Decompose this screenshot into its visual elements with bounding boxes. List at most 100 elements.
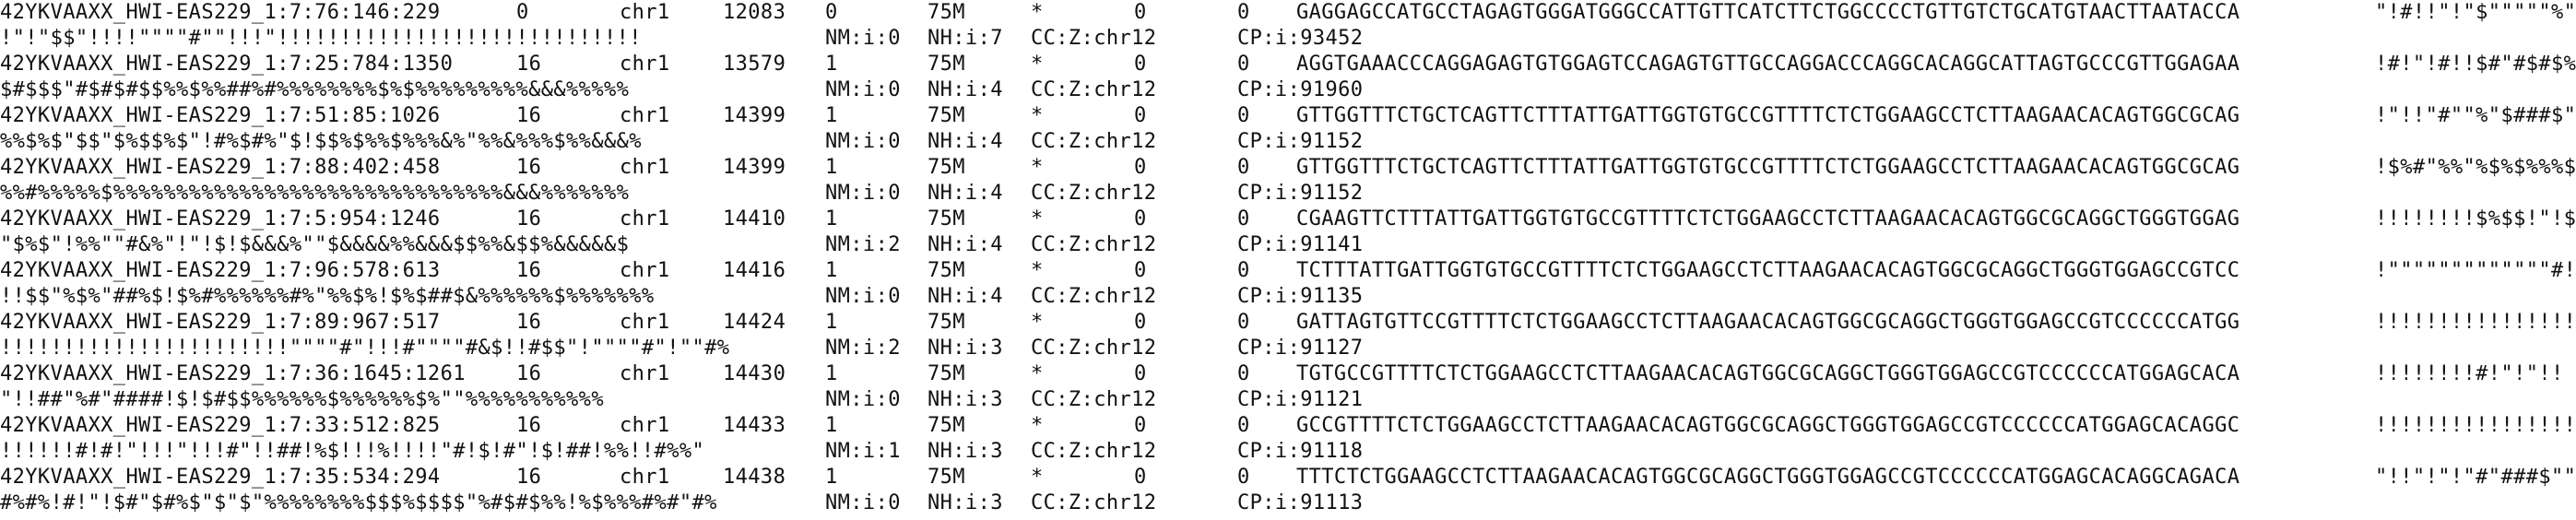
quality-string-continued: %%#%%%%%$%%%%%%%%%%%%%%%%%%%%%%%%%%%%%%%… xyxy=(0,182,630,205)
mate-position: 0 xyxy=(1134,466,1147,489)
template-length: 0 xyxy=(1237,466,1250,489)
mate-position: 0 xyxy=(1134,104,1147,127)
terminal-line: 42YKVAAXX_HWI-EAS229_1:7:35:534:294 16 chr… xyxy=(0,465,2576,490)
read-name: 42YKVAAXX_HWI-EAS229_1:7:35:534:294 xyxy=(0,466,441,489)
template-length: 0 xyxy=(1237,53,1250,76)
flag-value: 16 xyxy=(516,156,542,179)
cp-tag: CP:i:93452 xyxy=(1237,27,1364,50)
terminal-line: 42YKVAAXX_HWI-EAS229_1:7:5:954:1246 16 chr… xyxy=(0,207,2576,232)
cigar: 75M xyxy=(928,156,965,179)
quality-string: !!!!!!!!!!!!!!!! xyxy=(2375,311,2576,334)
flag-value: 16 xyxy=(516,207,542,230)
cc-tag: CC:Z:chr12 xyxy=(1031,130,1157,153)
mapping-quality: 1 xyxy=(825,466,838,489)
read-name: 42YKVAAXX_HWI-EAS229_1:7:5:954:1246 xyxy=(0,207,441,230)
mapping-quality: 1 xyxy=(825,259,838,282)
terminal-line: 42YKVAAXX_HWI-EAS229_1:7:89:967:517 16 chr… xyxy=(0,310,2576,336)
mapping-quality: 1 xyxy=(825,53,838,76)
mate-position: 0 xyxy=(1134,311,1147,334)
read-name: 42YKVAAXX_HWI-EAS229_1:7:33:512:825 xyxy=(0,414,441,437)
quality-string-continued: $#$$$"#$#$#$$%%$%%##%#%%%%%%%%$%$%%%%%%%… xyxy=(0,78,630,101)
template-length: 0 xyxy=(1237,1,1250,24)
terminal-line: "!!##"%#"####!$!$#$$%%%%%%$%%%%%%$%""%%%… xyxy=(0,387,2576,413)
mate-position: 0 xyxy=(1134,259,1147,282)
quality-string: !#!"!#!!$#"#$#$% xyxy=(2375,53,2576,76)
quality-string-continued: "!!##"%#"####!$!$#$$%%%%%%$%%%%%%$%""%%%… xyxy=(0,388,604,411)
cigar: 75M xyxy=(928,414,965,437)
nm-tag: NM:i:1 xyxy=(825,440,901,463)
mate-position: 0 xyxy=(1134,156,1147,179)
terminal-line: !!!!!!!!!!!!!!!!!!!!!!!""""#"!!!#""""#&$… xyxy=(0,336,2576,361)
read-name: 42YKVAAXX_HWI-EAS229_1:7:96:578:613 xyxy=(0,259,441,282)
mate-reference: * xyxy=(1031,259,1044,282)
quality-string: "!!"!"!"#"###$"" xyxy=(2375,466,2576,489)
quality-string-continued: "$%$"!%%""#&%"!"!$!$&&&%""$&&&&%%&&&$$%%… xyxy=(0,233,630,256)
terminal-line: !!$$"%$%"##%$!$%#%%%%%%#%"%%$%!$%$##$&%%… xyxy=(0,284,2576,310)
chromosome: chr1 xyxy=(620,311,670,334)
cigar: 75M xyxy=(928,466,965,489)
cp-tag: CP:i:91121 xyxy=(1237,388,1364,411)
cp-tag: CP:i:91135 xyxy=(1237,285,1364,308)
nm-tag: NM:i:0 xyxy=(825,388,901,411)
mapping-quality: 1 xyxy=(825,207,838,230)
flag-value: 16 xyxy=(516,259,542,282)
template-length: 0 xyxy=(1237,414,1250,437)
cc-tag: CC:Z:chr12 xyxy=(1031,182,1157,205)
nh-tag: NH:i:4 xyxy=(928,233,1003,256)
mapping-quality: 1 xyxy=(825,362,838,385)
read-name: 42YKVAAXX_HWI-EAS229_1:7:36:1645:1261 xyxy=(0,362,466,385)
mate-position: 0 xyxy=(1134,362,1147,385)
nh-tag: NH:i:3 xyxy=(928,491,1003,514)
nh-tag: NH:i:7 xyxy=(928,27,1003,50)
mate-reference: * xyxy=(1031,362,1044,385)
quality-string: !!!!!!!!!!!!!!!! xyxy=(2375,414,2576,437)
quality-string: !!!!!!!!$%$$!"!$ xyxy=(2375,207,2576,230)
nm-tag: NM:i:0 xyxy=(825,27,901,50)
nm-tag: NM:i:2 xyxy=(825,233,901,256)
mate-reference: * xyxy=(1031,156,1044,179)
read-name: 42YKVAAXX_HWI-EAS229_1:7:88:402:458 xyxy=(0,156,441,179)
nm-tag: NM:i:0 xyxy=(825,491,901,514)
quality-string: !$%#"%%"%$%$%%%$ xyxy=(2375,156,2576,179)
mate-reference: * xyxy=(1031,311,1044,334)
cc-tag: CC:Z:chr12 xyxy=(1031,491,1157,514)
cc-tag: CC:Z:chr12 xyxy=(1031,27,1157,50)
position: 14399 xyxy=(723,156,786,179)
nh-tag: NH:i:3 xyxy=(928,337,1003,360)
cigar: 75M xyxy=(928,259,965,282)
chromosome: chr1 xyxy=(620,207,670,230)
quality-string-continued: !!$$"%$%"##%$!$%#%%%%%%#%"%%$%!$%$##$&%%… xyxy=(0,285,655,308)
sequence: TTTCTCTGGAAGCCTCTTAAGAACACAGTGGCGCAGGCTG… xyxy=(1296,466,2240,489)
template-length: 0 xyxy=(1237,362,1250,385)
template-length: 0 xyxy=(1237,104,1250,127)
template-length: 0 xyxy=(1237,156,1250,179)
quality-string: !"""""""""""""#!! xyxy=(2375,259,2576,282)
nh-tag: NH:i:4 xyxy=(928,78,1003,101)
nm-tag: NM:i:0 xyxy=(825,78,901,101)
mate-reference: * xyxy=(1031,53,1044,76)
flag-value: 16 xyxy=(516,466,542,489)
nh-tag: NH:i:4 xyxy=(928,182,1003,205)
terminal-line: 42YKVAAXX_HWI-EAS229_1:7:76:146:229 0 chr1… xyxy=(0,0,2576,26)
chromosome: chr1 xyxy=(620,104,670,127)
quality-string: !"!!"#""%"$###$" xyxy=(2375,104,2576,127)
mate-position: 0 xyxy=(1134,414,1147,437)
template-length: 0 xyxy=(1237,259,1250,282)
cigar: 75M xyxy=(928,104,965,127)
quality-string-continued: #%#%!#!"!$#"$#%$"$"$"%%%%%%%%$$$%$$$$"%#… xyxy=(0,491,717,514)
mate-position: 0 xyxy=(1134,207,1147,230)
nh-tag: NH:i:4 xyxy=(928,285,1003,308)
mate-position: 0 xyxy=(1134,1,1147,24)
mate-reference: * xyxy=(1031,414,1044,437)
mate-reference: * xyxy=(1031,207,1044,230)
chromosome: chr1 xyxy=(620,1,670,24)
quality-string: "!#!!"!"$"""""%" xyxy=(2375,1,2576,24)
mapping-quality: 1 xyxy=(825,156,838,179)
sequence: GTTGGTTTCTGCTCAGTTCTTTATTGATTGGTGTGCCGTT… xyxy=(1296,104,2240,127)
flag-value: 0 xyxy=(516,1,529,24)
position: 14438 xyxy=(723,466,786,489)
quality-string-continued: !!!!!!!!!!!!!!!!!!!!!!!""""#"!!!#""""#&$… xyxy=(0,337,730,360)
flag-value: 16 xyxy=(516,311,542,334)
cp-tag: CP:i:91127 xyxy=(1237,337,1364,360)
